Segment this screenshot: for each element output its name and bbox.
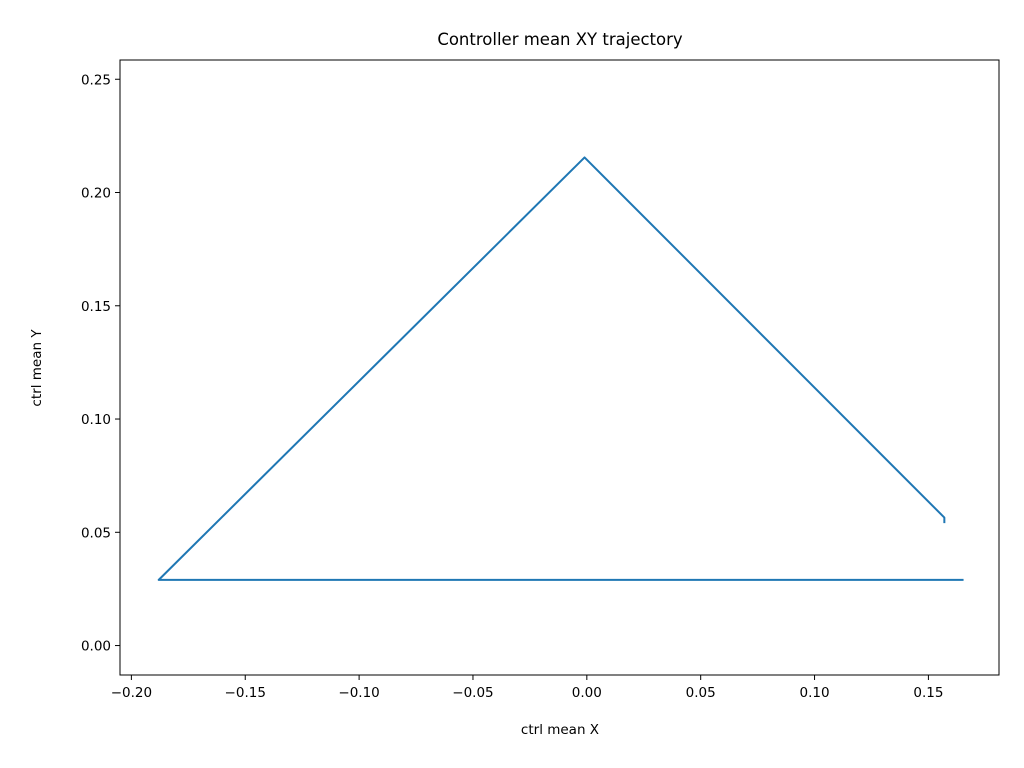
x-axis: −0.20 −0.15 −0.10 −0.05 0.00 0.05 0.10 0.15 — [111, 675, 943, 701]
data-lines — [157, 156, 964, 581]
x-tick-label: 0.15 — [913, 685, 943, 701]
y-tick-label: 0.10 — [81, 412, 111, 428]
x-tick-label: 0.10 — [800, 685, 830, 701]
y-tick-label: 0.25 — [81, 72, 111, 88]
series-line — [157, 156, 964, 581]
y-axis: 0.00 0.05 0.10 0.15 0.20 0.25 — [81, 72, 120, 655]
x-tick-label: −0.15 — [225, 685, 266, 701]
chart-title: Controller mean XY trajectory — [437, 30, 683, 49]
x-tick-label: 0.00 — [572, 685, 602, 701]
y-axis-label: ctrl mean Y — [29, 329, 45, 407]
x-axis-label: ctrl mean X — [521, 722, 599, 738]
plot-area — [120, 60, 999, 675]
x-tick-label: 0.05 — [686, 685, 716, 701]
x-tick-label: −0.10 — [338, 685, 379, 701]
axes-frame — [119, 59, 1000, 676]
x-tick-label: −0.05 — [452, 685, 493, 701]
y-tick-label: 0.00 — [81, 639, 111, 655]
y-tick-label: 0.05 — [81, 525, 111, 541]
y-tick-label: 0.15 — [81, 299, 111, 315]
x-tick-label: −0.20 — [111, 685, 152, 701]
y-tick-label: 0.20 — [81, 186, 111, 202]
